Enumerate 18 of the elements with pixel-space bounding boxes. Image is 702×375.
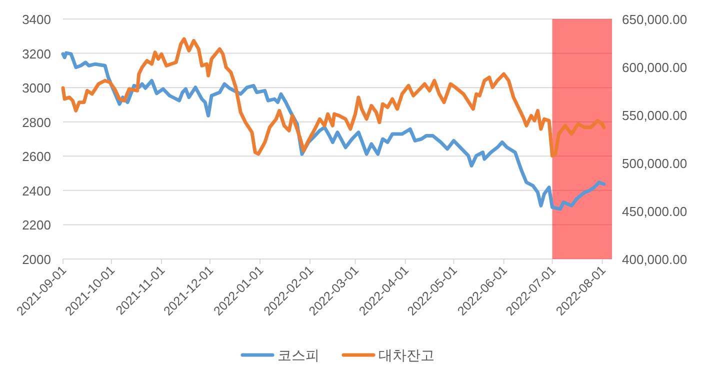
legend-label: 대차잔고: [378, 347, 434, 363]
line-series: [61, 51, 606, 211]
y-tick-label: 3200: [22, 46, 51, 62]
y-tick-label: 3000: [22, 80, 51, 96]
y2-tick-label: 600,000.00: [622, 60, 688, 75]
y-tick-label: 2200: [22, 218, 51, 233]
y2-tick-label: 500,000.00: [622, 156, 688, 171]
y2-tick-label: 450,000.00: [622, 204, 688, 219]
y2-tick-label: 400,000.00: [622, 252, 688, 267]
line-series: [61, 37, 606, 158]
y-tick-label: 3400: [22, 12, 51, 27]
y-tick-label: 2800: [22, 114, 51, 130]
y2-tick-label: 650,000.00: [622, 12, 688, 27]
y-tick-label: 2600: [22, 149, 51, 164]
y2-tick-label: 550,000.00: [622, 108, 688, 123]
legend-label: 코스피: [278, 347, 320, 363]
y-tick-label: 2000: [22, 252, 51, 267]
y-tick-label: 2400: [22, 183, 51, 198]
